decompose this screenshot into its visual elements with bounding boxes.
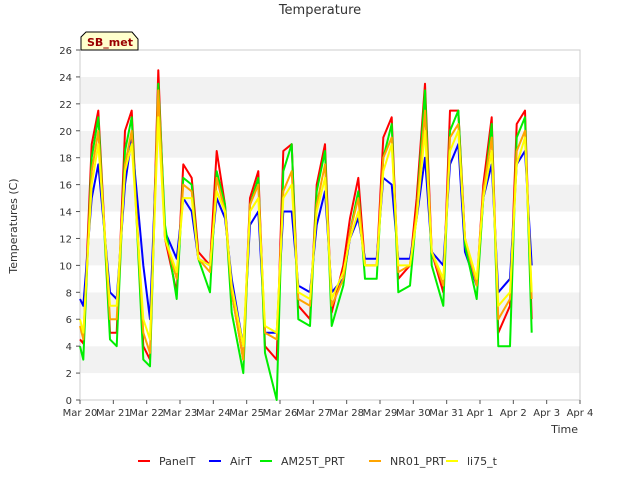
legend-label-AirT: AirT	[230, 455, 252, 468]
site-badge-shape	[80, 31, 139, 51]
y-tick-label: 4	[66, 342, 72, 353]
x-tick-label: Mar 30	[396, 408, 431, 419]
x-tick-label: Apr 4	[567, 408, 594, 419]
legend: PanelT AirT AM25T_PRT NR01_PRT li75_t	[138, 455, 498, 468]
legend-label-AM25T_PRT: AM25T_PRT	[281, 455, 345, 468]
y-tick-label: 10	[59, 261, 72, 272]
legend-label-li75_t: li75_t	[467, 455, 498, 468]
plot-band	[80, 373, 580, 400]
x-tick-label: Mar 28	[329, 408, 364, 419]
series-lines	[79, 69, 533, 401]
y-tick-label: 16	[59, 181, 72, 192]
plot-band	[80, 103, 580, 131]
chart-title: Temperature	[278, 3, 361, 18]
x-tick-label: Apr 2	[500, 408, 527, 419]
series-line-li75_t	[79, 116, 533, 348]
x-tick-label: Mar 22	[129, 408, 164, 419]
site-badge-label: SB_met	[87, 36, 133, 49]
y-tick-label: 8	[66, 288, 72, 299]
x-tick-label: Mar 20	[63, 408, 98, 419]
site-badge: SB_met	[80, 31, 139, 51]
y-tick-label: 22	[59, 100, 72, 111]
x-tick-label: Mar 26	[263, 408, 298, 419]
y-axis-label: Temperatures (C)	[7, 178, 20, 274]
x-tick-label: Apr 1	[467, 408, 494, 419]
x-tick-label: Mar 24	[196, 408, 231, 419]
x-tick-label: Mar 23	[163, 408, 198, 419]
legend-label-PanelT: PanelT	[159, 455, 196, 468]
plot-band	[80, 76, 580, 104]
y-tick-label: 6	[66, 315, 72, 326]
plot-frame	[79, 49, 581, 401]
y-tick-label: 12	[59, 234, 72, 245]
y-tick-label: 0	[66, 396, 72, 407]
x-tick-label: Mar 31	[429, 408, 464, 419]
plot-band	[80, 319, 580, 347]
legend-label-NR01_PRT: NR01_PRT	[390, 455, 446, 468]
x-tick-label: Mar 25	[229, 408, 264, 419]
x-axis-label: Time	[550, 423, 578, 436]
x-tick-label: Mar 21	[96, 408, 131, 419]
y-tick-label: 18	[59, 154, 72, 165]
y-tick-label: 2	[66, 369, 72, 380]
y-tick-label: 26	[59, 46, 72, 57]
x-tick-label: Mar 27	[296, 408, 331, 419]
y-tick-label: 20	[59, 127, 72, 138]
plot-band	[80, 50, 580, 77]
x-tick-label: Apr 3	[533, 408, 560, 419]
x-tick-label: Mar 29	[363, 408, 398, 419]
y-tick-label: 14	[59, 208, 72, 219]
plot-band	[80, 346, 580, 374]
y-tick-label: 24	[59, 73, 72, 84]
plot-band	[80, 130, 580, 158]
